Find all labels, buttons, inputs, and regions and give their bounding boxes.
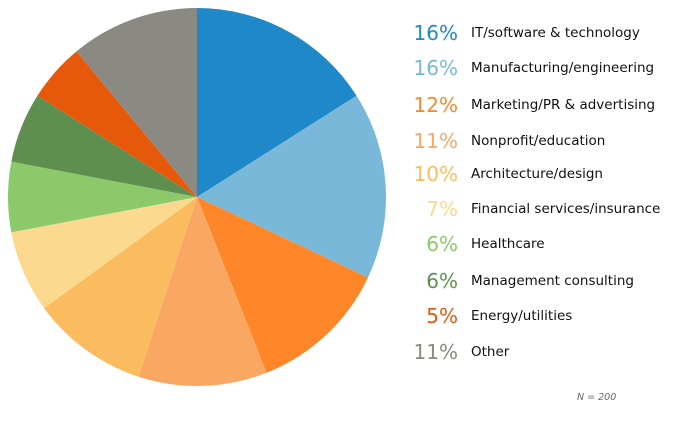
- legend-percent: 7%: [426, 197, 458, 221]
- legend-item: 16% Manufacturing/engineering: [400, 56, 655, 80]
- pie-slice: [197, 8, 357, 197]
- pie-slice: [76, 8, 197, 197]
- pie-slice: [11, 95, 197, 197]
- legend-label: Nonprofit/education: [471, 133, 606, 149]
- legend-item: 16% IT/software & technology: [400, 21, 640, 45]
- pie-slice: [197, 197, 369, 373]
- legend-item: 10% Architecture/design: [400, 162, 603, 186]
- legend-label: Healthcare: [471, 236, 545, 252]
- legend-percent: 11%: [413, 340, 458, 364]
- legend-percent: 12%: [413, 93, 458, 117]
- pie-slice: [8, 161, 198, 233]
- legend-item: 11% Nonprofit/education: [400, 129, 606, 153]
- legend-item: 7% Financial services/insurance: [400, 197, 660, 221]
- legend-percent: 6%: [426, 232, 458, 256]
- legend-label: Management consulting: [471, 273, 634, 289]
- legend-percent: 16%: [413, 21, 458, 45]
- legend-item: 6% Management consulting: [400, 269, 634, 293]
- pie-slice: [11, 197, 197, 309]
- sample-size-note: N = 200: [577, 392, 617, 403]
- pie-slice: [197, 95, 386, 278]
- pie-slice: [44, 197, 197, 377]
- legend-label: Architecture/design: [471, 166, 603, 182]
- legend-item: 6% Healthcare: [400, 232, 545, 256]
- legend-item: 5% Energy/utilities: [400, 304, 572, 328]
- legend-percent: 6%: [426, 269, 458, 293]
- legend-label: Other: [471, 344, 510, 360]
- legend-item: 11% Other: [400, 340, 510, 364]
- pie-slice: [138, 197, 267, 386]
- pie-chart: [8, 8, 386, 386]
- pie-slice: [37, 51, 197, 197]
- legend-percent: 11%: [413, 129, 458, 153]
- legend-label: Financial services/insurance: [471, 201, 661, 217]
- legend-label: Manufacturing/engineering: [471, 60, 655, 76]
- legend-percent: 10%: [413, 162, 458, 186]
- legend-percent: 5%: [426, 304, 458, 328]
- legend-label: Energy/utilities: [471, 308, 573, 324]
- legend-percent: 16%: [413, 56, 458, 80]
- legend-item: 12% Marketing/PR & advertising: [400, 93, 656, 117]
- legend-label: IT/software & technology: [471, 25, 640, 41]
- legend-label: Marketing/PR & advertising: [471, 97, 656, 113]
